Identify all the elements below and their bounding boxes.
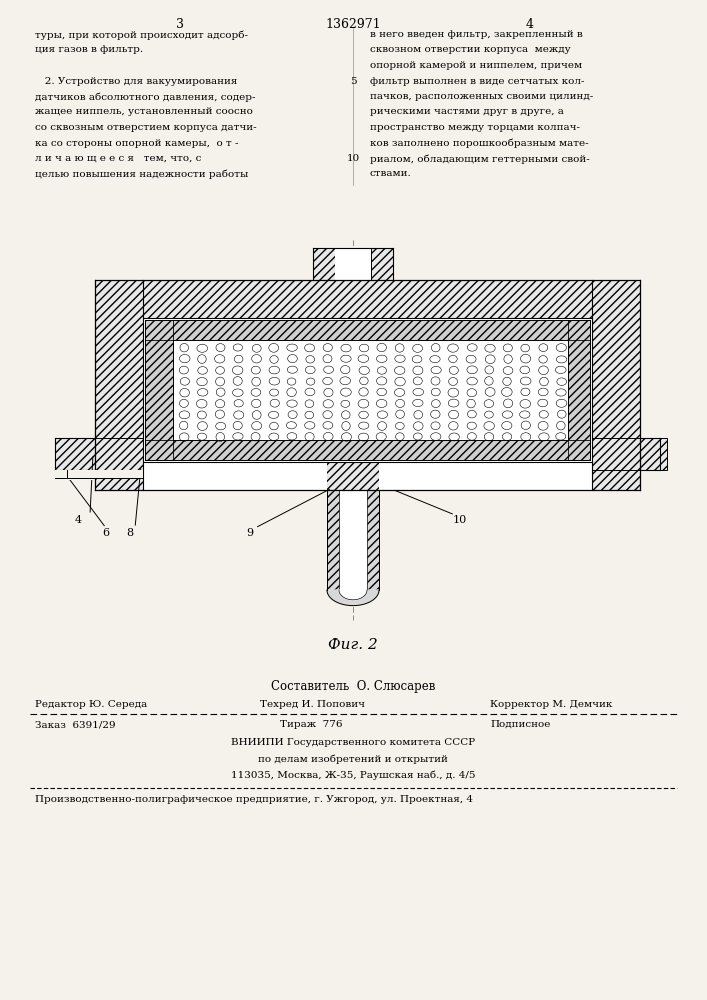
Text: 1362971: 1362971 — [325, 18, 381, 31]
Text: Подписное: Подписное — [490, 720, 550, 729]
Text: 5: 5 — [350, 77, 356, 86]
Bar — [371, 248, 393, 280]
Text: опорной камерой и ниппелем, причем: опорной камерой и ниппелем, причем — [370, 61, 582, 70]
Text: Фиг. 2: Фиг. 2 — [328, 638, 378, 652]
Bar — [143, 462, 327, 490]
Bar — [313, 248, 335, 280]
Polygon shape — [339, 590, 367, 600]
Text: сквозном отверстии корпуса  между: сквозном отверстии корпуса между — [370, 45, 571, 54]
Text: ствами.: ствами. — [370, 169, 411, 178]
Text: ВНИИПИ Государственного комитета СССР: ВНИИПИ Государственного комитета СССР — [231, 738, 475, 747]
Bar — [55, 280, 95, 438]
Bar — [327, 490, 379, 590]
Bar — [55, 470, 95, 480]
Text: л и ч а ю щ е е с я   тем, что, с: л и ч а ю щ е е с я тем, что, с — [35, 154, 201, 163]
Polygon shape — [327, 590, 379, 606]
Bar — [335, 248, 371, 280]
Bar — [173, 340, 568, 440]
Text: жащее ниппель, установленный соосно: жащее ниппель, установленный соосно — [35, 107, 253, 116]
Text: Техред И. Попович: Техред И. Попович — [260, 700, 365, 709]
Bar — [95, 280, 143, 490]
Text: Заказ  6391/29: Заказ 6391/29 — [35, 720, 116, 729]
Text: со сквозным отверстием корпуса датчи-: со сквозным отверстием корпуса датчи- — [35, 123, 257, 132]
Text: 6: 6 — [103, 528, 110, 538]
Text: ка со стороны опорной камеры,  о т -: ка со стороны опорной камеры, о т - — [35, 138, 238, 147]
Text: риалом, обладающим геттерными свой-: риалом, обладающим геттерными свой- — [370, 154, 590, 163]
Bar — [339, 490, 367, 590]
Text: 9: 9 — [247, 528, 254, 538]
Text: ция газов в фильтр.: ция газов в фильтр. — [35, 45, 143, 54]
Text: 3: 3 — [176, 18, 184, 31]
Text: 10: 10 — [346, 154, 360, 163]
Bar — [592, 280, 640, 490]
Text: Производственно-полиграфическое предприятие, г. Ужгород, ул. Проектная, 4: Производственно-полиграфическое предприя… — [35, 795, 473, 804]
Text: 8: 8 — [127, 528, 134, 538]
Bar — [143, 318, 592, 462]
Text: 4: 4 — [526, 18, 534, 31]
Bar — [568, 320, 590, 460]
Bar — [145, 320, 173, 460]
Text: Составитель  О. Слюсарев: Составитель О. Слюсарев — [271, 680, 436, 693]
Text: целью повышения надежности работы: целью повышения надежности работы — [35, 169, 248, 179]
Bar — [145, 320, 590, 340]
Text: ков заполнено порошкообразным мате-: ков заполнено порошкообразным мате- — [370, 138, 589, 148]
Text: Редактор Ю. Середа: Редактор Ю. Середа — [35, 700, 147, 709]
Text: 10: 10 — [453, 515, 467, 525]
Text: пачков, расположенных своими цилинд-: пачков, расположенных своими цилинд- — [370, 92, 593, 101]
Text: по делам изобретений и открытий: по делам изобретений и открытий — [258, 754, 448, 764]
Bar — [592, 438, 667, 470]
Text: Корректор М. Демчик: Корректор М. Демчик — [490, 700, 612, 709]
Bar — [55, 470, 143, 478]
Text: Тираж  776: Тираж 776 — [280, 720, 342, 729]
Bar — [95, 280, 640, 318]
Text: рическими частями друг в друге, а: рическими частями друг в друге, а — [370, 107, 564, 116]
Bar — [379, 462, 592, 490]
Bar — [55, 438, 143, 470]
Bar — [95, 462, 640, 490]
Bar — [145, 440, 590, 460]
Text: фильтр выполнен в виде сетчатых кол-: фильтр выполнен в виде сетчатых кол- — [370, 77, 585, 86]
Text: датчиков абсолютного давления, содер-: датчиков абсолютного давления, содер- — [35, 92, 255, 102]
Text: 2. Устройство для вакуумирования: 2. Устройство для вакуумирования — [35, 77, 238, 86]
Text: 113035, Москва, Ж-35, Раушская наб., д. 4/5: 113035, Москва, Ж-35, Раушская наб., д. … — [230, 770, 475, 780]
Text: 4: 4 — [74, 515, 81, 525]
Text: туры, при которой происходит адсорб-: туры, при которой происходит адсорб- — [35, 30, 248, 39]
Text: в него введен фильтр, закрепленный в: в него введен фильтр, закрепленный в — [370, 30, 583, 39]
Text: пространство между торцами колпач-: пространство между торцами колпач- — [370, 123, 580, 132]
